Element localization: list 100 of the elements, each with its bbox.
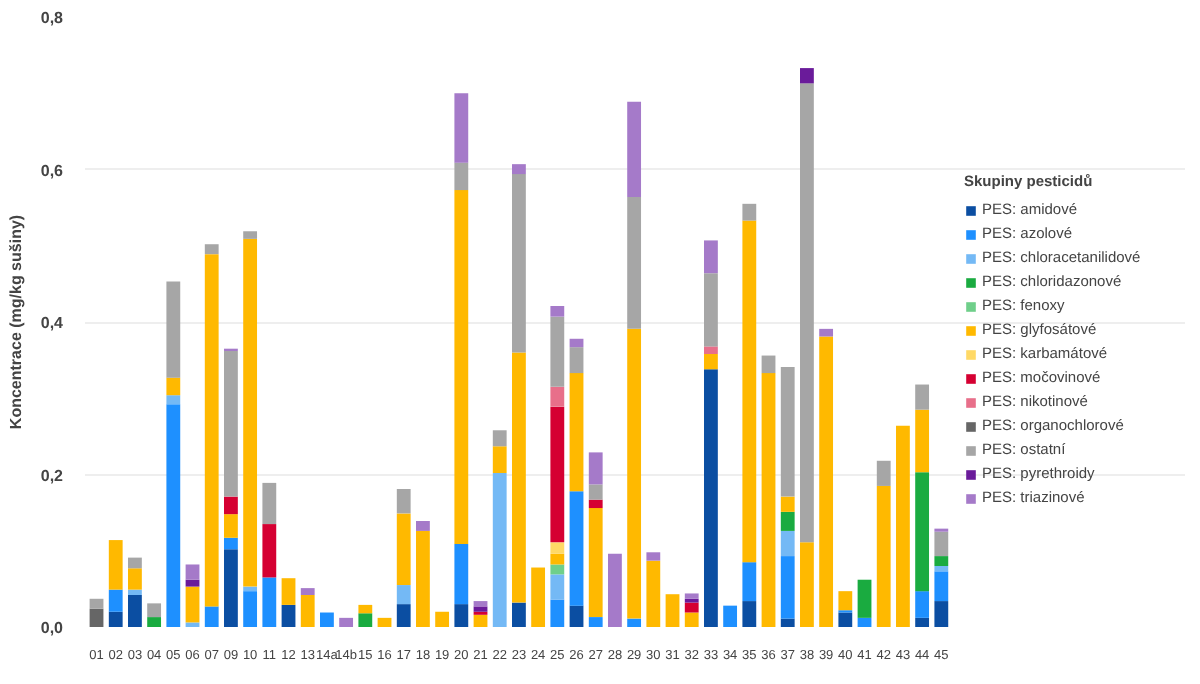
- bar: [185, 586, 200, 623]
- bar: [185, 564, 200, 580]
- bar: [838, 612, 853, 627]
- bar: [934, 601, 949, 627]
- bar: [512, 174, 526, 353]
- bar: [416, 521, 430, 531]
- bar: [396, 585, 411, 605]
- bar: [224, 350, 238, 497]
- bar: [627, 328, 642, 619]
- bar: [569, 605, 584, 627]
- bar: [243, 591, 258, 627]
- bar: [396, 488, 411, 514]
- bar: [588, 452, 603, 485]
- bar: [281, 578, 296, 605]
- y-tick-label: 0,4: [40, 314, 65, 332]
- bar: [108, 611, 123, 627]
- bar: [876, 485, 891, 627]
- y-tick-label: 0,6: [40, 161, 65, 180]
- bar: [147, 617, 162, 627]
- bar: [684, 612, 699, 627]
- bar: [166, 377, 181, 396]
- bar: [704, 354, 718, 370]
- bar: [204, 606, 219, 627]
- bar: [224, 496, 238, 515]
- bar: [761, 355, 776, 374]
- bar: [492, 472, 507, 627]
- bar: [569, 373, 584, 492]
- bar: [128, 594, 142, 627]
- bar: [838, 591, 853, 611]
- bar: [358, 604, 373, 614]
- bar: [915, 617, 930, 627]
- bar: [204, 244, 219, 255]
- bar: [243, 238, 258, 587]
- bar: [934, 571, 949, 602]
- bar: [588, 508, 603, 618]
- bar: [800, 68, 814, 84]
- bar: [492, 430, 507, 447]
- bar: [646, 552, 661, 561]
- bar: [780, 556, 795, 619]
- bar: [89, 598, 104, 609]
- bar: [108, 589, 123, 612]
- bar: [550, 305, 565, 317]
- bar: [224, 514, 238, 538]
- bar: [857, 579, 872, 618]
- bar: [819, 336, 834, 627]
- bar: [704, 369, 718, 627]
- bar: [857, 617, 872, 627]
- bar: [569, 491, 584, 606]
- bar: [108, 540, 123, 590]
- bar: [550, 542, 565, 554]
- bar: [224, 537, 238, 550]
- bar: [896, 425, 910, 627]
- bar: [416, 530, 430, 627]
- bar: [588, 484, 603, 500]
- y-axis-title: Koncentrace (mg/kg sušiny): [6, 214, 25, 430]
- bar: [473, 606, 488, 612]
- bar: [281, 604, 296, 627]
- bar: [934, 566, 949, 572]
- bar: [934, 556, 949, 566]
- bar: [262, 577, 277, 627]
- bar: [300, 594, 315, 627]
- bar: [396, 604, 411, 627]
- bar: [550, 386, 565, 407]
- bar: [512, 164, 526, 175]
- bar: [147, 603, 162, 618]
- bar: [819, 328, 834, 337]
- bar: [300, 588, 315, 595]
- bar: [627, 196, 642, 329]
- bar: [665, 594, 680, 627]
- bar: [128, 568, 142, 590]
- bar: [204, 254, 219, 607]
- bar: [128, 557, 142, 569]
- bar: [742, 562, 757, 602]
- bar: [185, 579, 200, 587]
- bar: [166, 281, 181, 378]
- y-tick-label: 0,8: [40, 9, 65, 27]
- bar: [704, 240, 718, 274]
- bar: [684, 602, 699, 613]
- bar: [723, 605, 738, 627]
- bar: [550, 553, 565, 565]
- bar: [608, 553, 622, 627]
- bar: [262, 524, 277, 578]
- bar: [569, 347, 584, 374]
- bar: [473, 614, 488, 627]
- bar: [627, 618, 642, 627]
- bar: [396, 513, 411, 586]
- bar: [454, 93, 469, 163]
- bar: [800, 83, 814, 543]
- y-tick-label: 0,0: [40, 619, 65, 637]
- bar: [915, 384, 930, 410]
- bar: [588, 499, 603, 509]
- bar: [800, 542, 814, 627]
- bar: [780, 511, 795, 531]
- bar: [550, 316, 565, 387]
- bar: [512, 602, 526, 627]
- bar: [166, 395, 181, 405]
- bar: [454, 162, 469, 191]
- bar: [780, 366, 795, 497]
- bar: [742, 601, 757, 627]
- bar: [358, 613, 373, 627]
